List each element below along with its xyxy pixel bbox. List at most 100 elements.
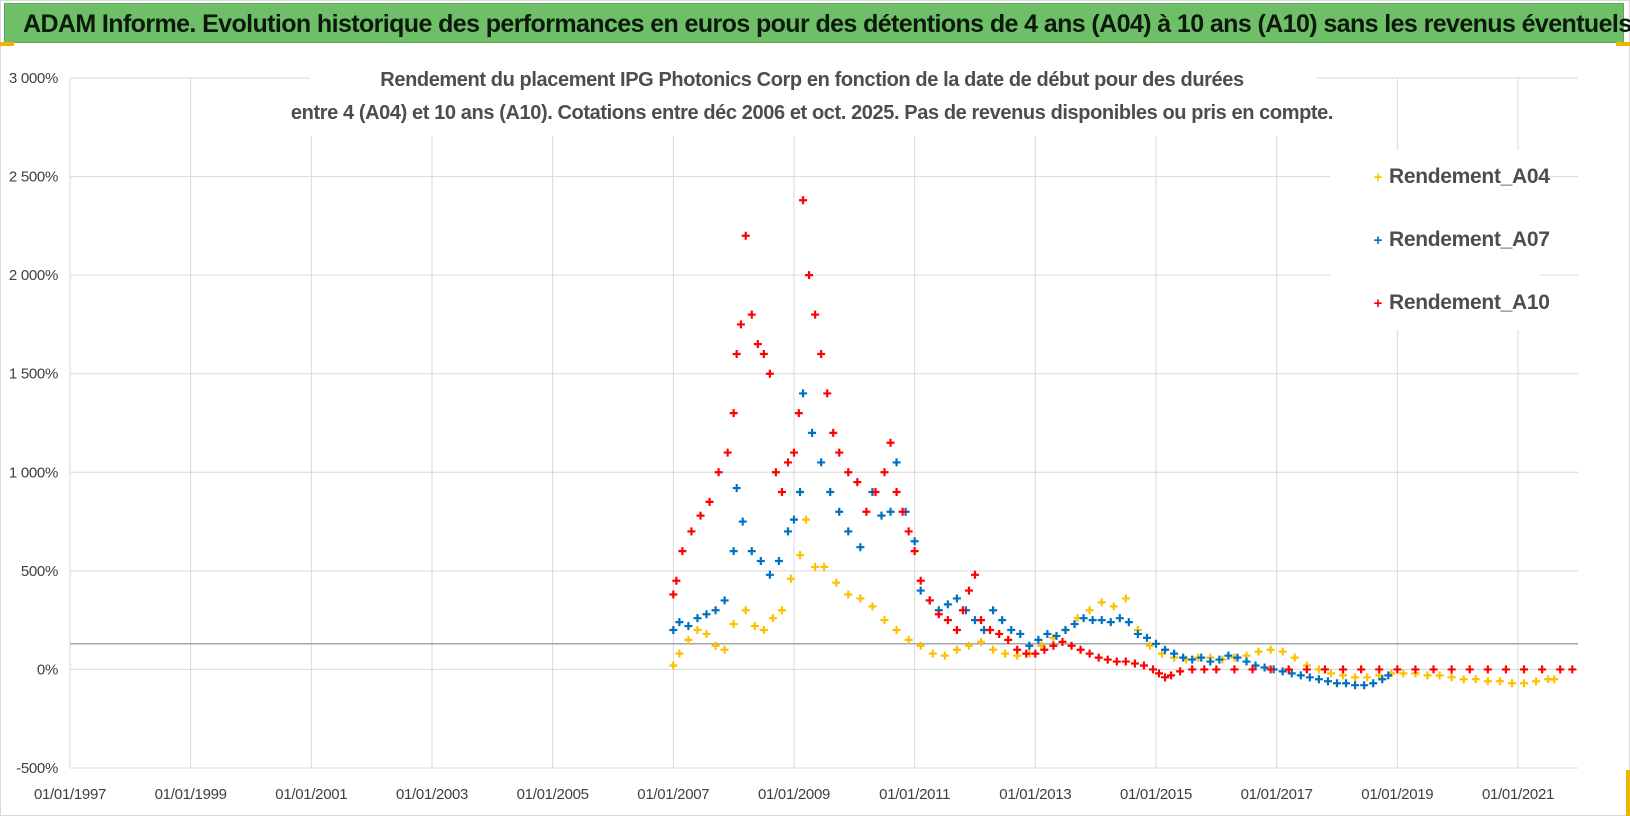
legend-label-a07: Rendement_A07 xyxy=(1389,228,1550,251)
data-point xyxy=(1148,665,1157,674)
x-tick-label-8: 01/01/2013 xyxy=(999,786,1071,803)
data-point xyxy=(783,527,792,536)
data-point xyxy=(732,484,741,493)
x-tick-label-1: 01/01/1999 xyxy=(155,786,227,803)
data-point xyxy=(1130,659,1139,668)
data-point xyxy=(736,320,745,329)
data-point xyxy=(741,231,750,240)
data-point xyxy=(799,196,808,205)
data-point xyxy=(1429,665,1438,674)
data-point xyxy=(811,562,820,571)
data-point xyxy=(753,340,762,349)
data-point xyxy=(1266,645,1275,654)
chart-title-background xyxy=(310,70,1316,136)
data-point xyxy=(886,438,895,447)
data-point xyxy=(1139,661,1148,670)
data-point xyxy=(777,488,786,496)
header-banner: ADAM Informe. Evolution historique des p… xyxy=(4,3,1630,43)
data-point xyxy=(794,409,803,418)
data-point xyxy=(1179,653,1188,662)
data-point xyxy=(669,661,678,670)
data-point xyxy=(977,637,986,646)
data-point xyxy=(952,594,961,603)
data-point xyxy=(1363,673,1372,682)
data-point xyxy=(702,629,711,638)
x-tick-label-9: 01/01/2015 xyxy=(1120,786,1192,803)
x-tick-label-11: 01/01/2019 xyxy=(1361,786,1433,803)
data-point xyxy=(714,468,723,477)
y-tick-label-3: 1 500% xyxy=(9,366,58,383)
corner-accent-right xyxy=(1616,42,1630,46)
data-point xyxy=(1070,620,1079,629)
legend: + Rendement_A04 + Rendement_A07 + Rendem… xyxy=(1330,150,1551,330)
data-point xyxy=(1248,665,1257,674)
data-point xyxy=(1088,616,1097,625)
data-point xyxy=(820,562,829,571)
data-point xyxy=(971,570,979,579)
data-point xyxy=(1115,614,1124,623)
data-point xyxy=(1423,671,1432,680)
data-point xyxy=(678,547,687,556)
data-point xyxy=(759,626,768,634)
data-point xyxy=(759,350,768,358)
data-point xyxy=(808,428,817,437)
data-point xyxy=(844,468,853,477)
data-point xyxy=(1296,671,1305,680)
data-point xyxy=(925,596,934,605)
data-point xyxy=(1176,667,1185,676)
data-point xyxy=(765,369,774,378)
data-point xyxy=(1034,635,1043,644)
y-tick-label-2: 2 000% xyxy=(9,267,58,284)
data-point xyxy=(1103,655,1112,664)
data-point xyxy=(904,527,913,536)
data-point xyxy=(1507,679,1516,688)
data-point xyxy=(934,610,943,619)
data-point xyxy=(1121,594,1130,603)
data-point xyxy=(1230,665,1239,674)
y-tick-label-6: 0% xyxy=(37,661,58,678)
data-point xyxy=(1323,677,1332,686)
data-point xyxy=(1357,665,1366,674)
data-point xyxy=(910,537,919,546)
data-point xyxy=(1133,629,1142,638)
data-point xyxy=(684,635,693,644)
data-point xyxy=(1215,655,1224,664)
data-point xyxy=(1049,641,1058,650)
data-point xyxy=(693,614,702,623)
data-point xyxy=(916,641,925,650)
data-point xyxy=(1290,653,1299,662)
data-point xyxy=(1067,641,1076,650)
data-point xyxy=(1188,655,1197,664)
data-point xyxy=(738,517,747,526)
data-point xyxy=(1097,616,1106,625)
data-point xyxy=(672,576,681,585)
side-accent-right xyxy=(1626,770,1630,816)
x-tick-label-10: 01/01/2017 xyxy=(1241,786,1313,803)
chart-title-line-1: Rendement du placement IPG Photonics Cor… xyxy=(380,69,1244,91)
data-point xyxy=(880,468,889,477)
data-point xyxy=(1155,669,1164,678)
data-point xyxy=(892,458,901,467)
data-point xyxy=(1266,665,1275,674)
data-point xyxy=(886,507,895,516)
data-point xyxy=(1124,618,1133,627)
data-point xyxy=(1161,645,1170,654)
data-point xyxy=(835,448,844,457)
data-point xyxy=(1040,645,1049,654)
data-point xyxy=(811,310,820,319)
data-point xyxy=(1106,618,1115,627)
data-point xyxy=(928,649,937,658)
data-point xyxy=(729,620,738,629)
data-point xyxy=(964,586,973,595)
data-point xyxy=(1447,673,1456,682)
x-tick-label-5: 01/01/2007 xyxy=(637,786,709,803)
data-point xyxy=(1339,665,1348,674)
y-tick-label-1: 2 500% xyxy=(9,169,58,186)
data-point xyxy=(705,497,714,506)
data-point xyxy=(898,507,907,516)
data-point xyxy=(916,576,925,585)
data-point xyxy=(871,488,880,496)
data-point xyxy=(1260,663,1269,672)
x-tick-label-12: 01/01/2021 xyxy=(1482,786,1554,803)
data-point xyxy=(1097,598,1106,607)
